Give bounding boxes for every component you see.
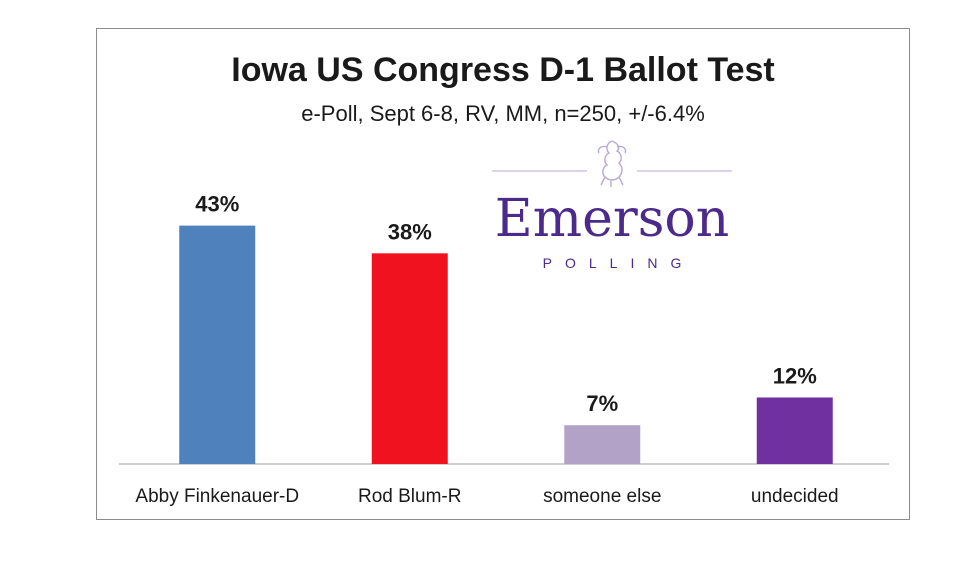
logo-rules [492,170,732,172]
chart-title: Iowa US Congress D-1 Ballot Test [231,51,775,89]
bar-chart: 43% Abby Finkenauer-D 38% Rod Blum-R 7% someo… [119,192,889,507]
data-label-1: 43% [195,192,239,217]
chart-frame: Iowa US Congress D-1 Ballot Test e-Poll,… [96,28,910,520]
bar-2 [371,253,448,464]
bar-1 [179,225,256,464]
category-label-2: Rod Blum-R [358,486,461,507]
logo-wordmark: Emerson [494,189,730,249]
category-label-1: Abby Finkenauer-D [135,486,299,507]
data-label-4: 12% [773,363,817,388]
data-label-3: 7% [586,391,618,416]
category-label-3: someone else [543,486,661,507]
chart-subtitle: e-Poll, Sept 6-8, RV, MM, n=250, +/-6.4% [301,101,705,126]
bar-3 [564,425,641,464]
bar-4 [756,397,833,464]
emerson-logo: Emerson POLLING [492,137,732,277]
category-label-4: undecided [751,486,839,507]
data-label-2: 38% [388,219,432,244]
logo-subtitle: POLLING [542,255,695,271]
lion-crest-icon [597,140,627,187]
